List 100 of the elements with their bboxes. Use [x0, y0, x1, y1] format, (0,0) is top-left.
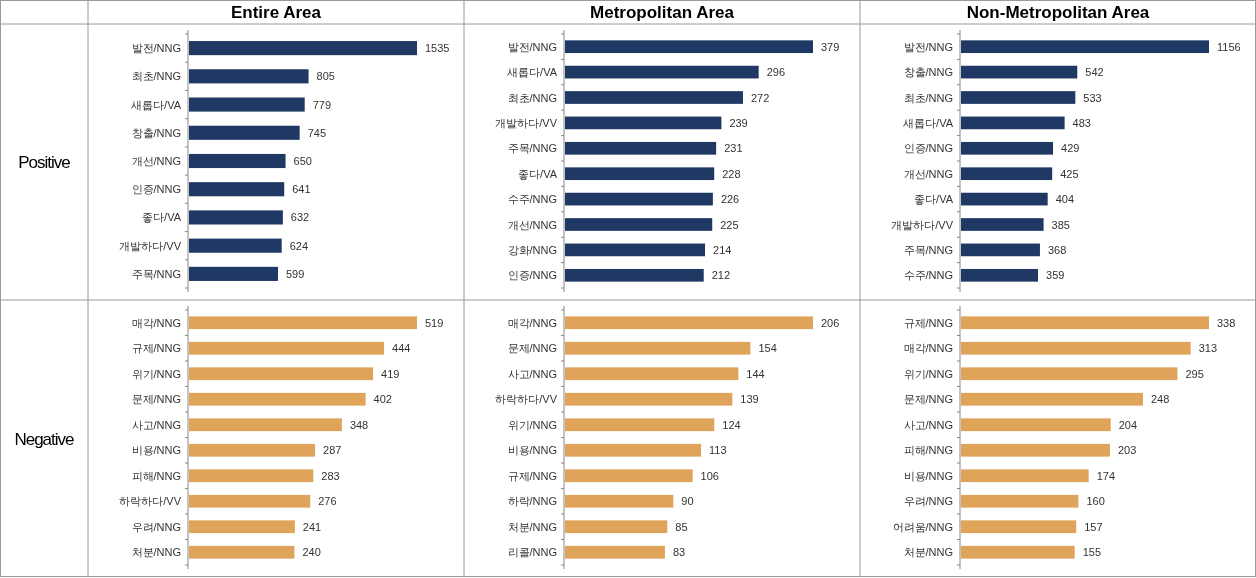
- data-label: 203: [1117, 444, 1137, 457]
- data-label: 144: [746, 367, 765, 380]
- data-label: 225: [720, 218, 739, 231]
- data-label: 228: [722, 167, 741, 180]
- data-label: 295: [1185, 367, 1204, 380]
- data-label: 779: [312, 98, 332, 111]
- y-tick-label: 발전/NNG: [131, 42, 181, 55]
- y-tick-label: 비용/NNG: [507, 444, 557, 457]
- bar: [189, 153, 286, 169]
- data-label: 90: [681, 495, 694, 508]
- data-label: 206: [821, 316, 840, 329]
- bar: [565, 167, 715, 181]
- data-label: 85: [675, 520, 688, 533]
- data-label: 368: [1047, 243, 1067, 256]
- bar: [961, 268, 1039, 282]
- bar: [565, 141, 717, 155]
- data-label: 641: [292, 183, 311, 196]
- y-tick-label: 강화/NNG: [507, 243, 557, 256]
- y-tick-label: 사고/NNG: [507, 367, 557, 380]
- bar: [961, 494, 1079, 508]
- data-label: 624: [289, 239, 309, 252]
- y-tick-label: 개발하다/VV: [495, 116, 558, 129]
- data-label: 402: [373, 393, 392, 406]
- bar: [565, 392, 733, 406]
- text: Negative: [14, 429, 75, 449]
- bar: [961, 91, 1076, 104]
- y-tick-label: 최초/NNG: [131, 70, 181, 83]
- y-tick-label: 창출/NNG: [131, 126, 181, 139]
- y-tick-label: 좋다/VA: [142, 211, 182, 224]
- data-label: 231: [724, 142, 743, 155]
- bar: [189, 494, 311, 508]
- data-label: 124: [722, 418, 741, 431]
- y-tick-label: 처분/NNG: [903, 546, 953, 559]
- y-tick-label: 창출/NNG: [903, 66, 953, 79]
- bar: [961, 545, 1075, 559]
- data-label: 338: [1217, 316, 1236, 329]
- y-tick-label: 좋다/VA: [518, 167, 558, 180]
- data-label: 385: [1051, 218, 1070, 231]
- y-tick-label: 매각/NNG: [131, 316, 181, 329]
- data-label: 1535: [425, 42, 450, 55]
- data-label: 805: [316, 70, 335, 83]
- bar: [565, 418, 715, 432]
- data-label: 599: [285, 267, 305, 280]
- y-tick-label: 피해/NNG: [903, 444, 953, 457]
- y-tick-label: 최초/NNG: [507, 91, 557, 104]
- y-tick-label: 최초/NNG: [903, 91, 953, 104]
- y-tick-label: 문제/NNG: [903, 393, 953, 406]
- data-label: 533: [1083, 91, 1102, 104]
- bar: [961, 65, 1078, 79]
- bar: [565, 494, 674, 508]
- y-tick-label: 매각/NNG: [507, 316, 557, 329]
- y-tick-label: 위기/NNG: [903, 367, 953, 380]
- bar: [565, 243, 706, 257]
- data-label: 287: [323, 444, 342, 457]
- bar: [565, 367, 739, 381]
- y-tick-label: 개선/NNG: [507, 218, 557, 231]
- y-tick-label: 처분/NNG: [131, 546, 181, 559]
- bar: [961, 469, 1089, 483]
- bar: [961, 218, 1044, 231]
- y-tick-label: 위기/NNG: [507, 418, 557, 431]
- bar: [565, 40, 813, 54]
- y-tick-label: 리콜/NNG: [507, 546, 557, 559]
- data-label: 542: [1085, 66, 1104, 79]
- bar: [189, 341, 385, 355]
- y-tick-label: 규제/NNG: [131, 342, 181, 355]
- bar: [565, 192, 713, 206]
- y-tick-label: 우려/NNG: [903, 495, 953, 508]
- data-label: 444: [392, 342, 411, 355]
- bar: [189, 182, 285, 197]
- data-label: 379: [821, 40, 840, 53]
- y-tick-label: 하락하다/VV: [495, 393, 558, 406]
- data-label: 745: [307, 126, 327, 139]
- data-label: 650: [293, 155, 312, 167]
- bar: [189, 69, 309, 84]
- bar: [565, 469, 693, 483]
- bar: [189, 367, 374, 381]
- y-tick-label: 인증/NNG: [507, 269, 557, 282]
- y-tick-label: 위기/NNG: [131, 367, 181, 380]
- bar: [189, 97, 305, 112]
- data-label: 174: [1096, 469, 1116, 482]
- y-tick-label: 주목/NNG: [507, 142, 557, 155]
- y-tick-label: 새롭다/VA: [903, 116, 954, 129]
- data-label: 348: [349, 418, 369, 431]
- data-label: 313: [1198, 342, 1218, 355]
- bar: [961, 418, 1111, 432]
- bar: [565, 316, 813, 330]
- data-label: 248: [1150, 393, 1170, 406]
- bar: [189, 316, 417, 330]
- data-label: 212: [711, 269, 731, 282]
- data-label: 204: [1118, 418, 1138, 431]
- bar: [565, 65, 759, 79]
- data-label: 239: [729, 116, 748, 129]
- y-tick-label: 개선/NNG: [903, 167, 953, 180]
- y-tick-label: 좋다/VA: [914, 193, 954, 206]
- data-label: 425: [1060, 167, 1079, 180]
- y-tick-label: 규제/NNG: [903, 316, 953, 329]
- y-tick-label: 발전/NNG: [903, 40, 953, 53]
- bar: [961, 192, 1048, 206]
- data-label: 1156: [1217, 40, 1241, 53]
- data-label: 106: [700, 469, 719, 482]
